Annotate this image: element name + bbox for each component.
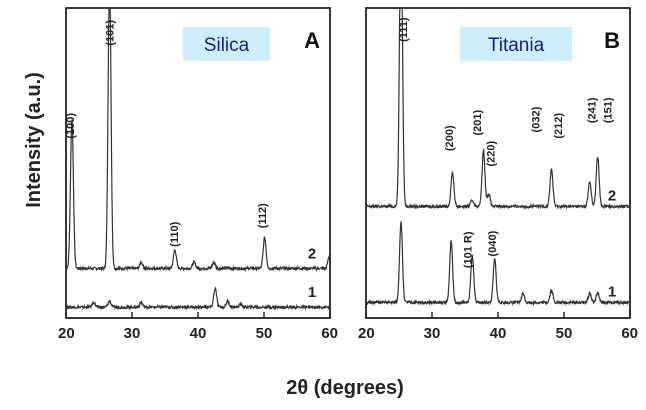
material-badge xyxy=(460,27,572,61)
trace-label: 1 xyxy=(608,284,616,301)
y-axis-title: Intensity (a.u.) xyxy=(23,72,45,208)
peak-annotation: (212) xyxy=(553,113,565,139)
x-tick-label: 40 xyxy=(190,325,207,342)
x-tick-label: 30 xyxy=(424,325,441,342)
xrd-trace-2 xyxy=(65,7,331,273)
peak-annotation: (032) xyxy=(531,106,543,132)
peak-annotation: (241) xyxy=(587,97,599,123)
material-badge-label: Silica xyxy=(204,35,250,56)
x-tick-label: 20 xyxy=(358,325,375,342)
xrd-trace-1 xyxy=(65,286,331,311)
panel-letter: B xyxy=(604,28,620,53)
peak-annotation: (100) xyxy=(65,113,77,139)
x-tick-label: 20 xyxy=(58,325,75,342)
x-tick-label: 60 xyxy=(621,325,638,342)
peak-annotation: (200) xyxy=(444,125,456,151)
x-tick-label: 30 xyxy=(124,325,141,342)
trace-label: 2 xyxy=(308,245,316,262)
peak-annotation: (201) xyxy=(472,110,484,136)
peak-annotation: (220) xyxy=(486,141,498,167)
peak-annotation: (110) xyxy=(169,221,181,246)
x-tick-label: 40 xyxy=(490,325,507,342)
material-badge-label: Titania xyxy=(488,35,545,56)
panel-B: 20 30 40 50 60 Titania B 2 1 (111) (200) (201)(220)… xyxy=(358,7,638,342)
panel-letter: A xyxy=(304,28,320,53)
panel-A: 20 30 40 50 60 Silica A 2 1 (100) (101) (110) (112) xyxy=(58,7,338,342)
x-tick-label: 50 xyxy=(256,325,273,342)
xrd-trace-2 xyxy=(365,7,631,211)
trace-label: 2 xyxy=(608,187,616,204)
peak-annotation: (151) xyxy=(603,97,615,123)
x-axis-title: 2θ (degrees) xyxy=(286,377,404,399)
x-tick-label: 50 xyxy=(556,325,573,342)
peak-annotation: (101 R) xyxy=(463,231,475,268)
peak-annotation: (101) xyxy=(105,20,117,46)
peak-annotation: (040) xyxy=(487,230,499,256)
x-tick-label: 60 xyxy=(321,325,338,342)
trace-label: 1 xyxy=(308,284,316,301)
xrd-trace-1 xyxy=(365,221,631,307)
material-badge xyxy=(183,27,270,61)
peak-annotation: (111) xyxy=(398,17,410,42)
peak-annotation: (112) xyxy=(257,203,269,228)
